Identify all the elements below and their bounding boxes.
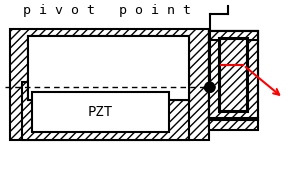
Text: p i v o t   p o i n t: p i v o t p o i n t bbox=[22, 4, 191, 17]
Bar bbox=[10, 28, 209, 140]
Circle shape bbox=[205, 82, 215, 92]
Bar bbox=[22, 82, 189, 140]
Bar bbox=[220, 39, 248, 111]
Bar bbox=[32, 92, 169, 132]
Bar bbox=[219, 38, 248, 112]
Bar bbox=[220, 39, 248, 111]
Bar bbox=[209, 31, 258, 40]
Bar bbox=[209, 118, 258, 130]
Text: PZT: PZT bbox=[88, 105, 113, 119]
Bar bbox=[28, 35, 189, 100]
Bar bbox=[209, 31, 258, 120]
Bar bbox=[209, 31, 258, 120]
Bar bbox=[28, 35, 189, 100]
